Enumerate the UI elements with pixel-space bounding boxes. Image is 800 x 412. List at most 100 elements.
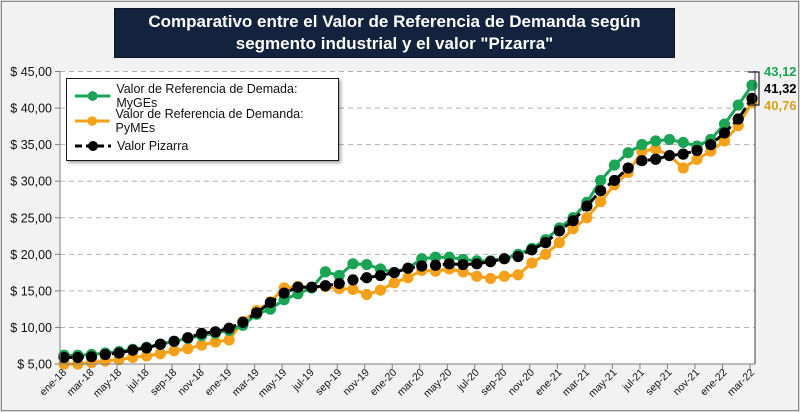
x-tick-label: mar-19 — [230, 367, 262, 399]
data-point — [705, 139, 717, 151]
data-point — [636, 155, 648, 167]
data-point — [581, 212, 593, 224]
data-point — [182, 332, 194, 344]
legend-item-pymes[interactable]: Valor de Referencia de Demanda: PyMEs — [67, 106, 338, 135]
end-label-pizarra: 41,32 — [764, 81, 797, 96]
data-point — [622, 162, 634, 174]
data-point — [237, 316, 249, 328]
data-point — [361, 288, 373, 301]
data-point — [223, 334, 235, 346]
data-point — [457, 258, 469, 271]
y-tick-label: $ 40,00 — [10, 102, 52, 116]
data-point — [595, 196, 607, 208]
data-point — [209, 336, 221, 348]
data-point — [718, 135, 731, 147]
data-point — [581, 200, 593, 212]
x-tick-label: nov-19 — [341, 367, 372, 398]
data-point — [567, 215, 579, 227]
data-point — [484, 272, 497, 285]
data-point — [608, 174, 621, 187]
data-point — [140, 342, 153, 354]
series-2 — [58, 92, 758, 364]
data-point — [209, 326, 221, 338]
data-point — [622, 147, 634, 159]
data-point — [85, 351, 98, 363]
data-point — [526, 244, 538, 256]
data-point — [196, 327, 208, 339]
x-tick-label: sep-20 — [478, 367, 509, 398]
data-point — [347, 283, 359, 296]
x-tick-label: may-19 — [256, 367, 289, 400]
data-point — [691, 153, 703, 165]
x-tick-label: sep-21 — [643, 367, 674, 398]
y-axis-ticks: $ 5,00 $ 10,00 $ 15,00 $ 20,00 $ 25,00 $ 30,0… — [10, 65, 60, 372]
data-point — [650, 135, 662, 147]
x-tick-label: ene-22 — [698, 367, 730, 399]
legend-label-pizarra: Valor Pizarra — [117, 138, 189, 153]
data-point — [306, 281, 318, 293]
data-point — [154, 348, 166, 360]
x-tick-label: ene-21 — [533, 367, 565, 399]
x-tick-label: mar-20 — [395, 367, 427, 399]
x-tick-label: may-20 — [421, 367, 454, 400]
data-point — [567, 223, 579, 235]
data-point — [732, 113, 744, 125]
data-point — [292, 281, 304, 293]
data-point — [608, 159, 621, 171]
legend-label-myges: Valor de Referencia de Demada: MyGEs — [116, 81, 298, 110]
x-tick-label: nov-21 — [671, 367, 702, 398]
data-point — [540, 248, 552, 260]
data-point — [319, 266, 332, 278]
legend-label-pymes: Valor de Referencia de Demanda: PyMEs — [115, 106, 304, 135]
x-tick-label: ene-19 — [203, 367, 235, 399]
data-point — [746, 79, 758, 91]
data-point — [498, 270, 510, 282]
chart-title-text: Comparativo entre el Valor de Referencia… — [148, 12, 641, 53]
data-point — [333, 277, 345, 290]
data-point — [333, 269, 345, 282]
data-point — [154, 338, 166, 350]
data-point — [347, 274, 359, 286]
y-tick-label: $ 25,00 — [10, 211, 52, 225]
legend-item-pizarra[interactable]: Valor Pizarra — [67, 133, 338, 158]
data-point — [168, 345, 180, 357]
legend-swatch-orange-icon — [74, 115, 110, 126]
data-point — [553, 237, 565, 249]
x-tick-label: mar-22 — [725, 367, 757, 399]
x-tick-label: may-21 — [586, 367, 619, 400]
data-point — [677, 136, 689, 149]
data-point — [746, 92, 758, 105]
data-point — [58, 351, 70, 364]
legend-swatch-black-dashed-icon — [75, 140, 111, 151]
data-point — [374, 284, 387, 296]
x-tick-label: sep-19 — [313, 367, 344, 398]
end-value-bracket — [748, 71, 760, 106]
data-point — [168, 335, 180, 347]
data-point — [595, 174, 607, 187]
y-tick-label: $ 10,00 — [10, 321, 52, 335]
x-tick-label: mar-21 — [560, 367, 592, 399]
data-point — [732, 99, 744, 111]
data-point — [278, 287, 290, 299]
bracket-line — [748, 71, 760, 106]
legend-item-myges[interactable]: Valor de Referencia de Demada: MyGEs — [67, 81, 338, 110]
data-point — [650, 153, 662, 165]
data-point — [484, 256, 497, 268]
data-point — [471, 258, 483, 270]
data-point — [650, 143, 662, 155]
data-point — [361, 258, 373, 271]
legend-swatch-green-icon — [74, 90, 111, 101]
data-point — [196, 339, 208, 351]
y-tick-label: $ 20,00 — [10, 248, 52, 262]
data-point — [72, 351, 84, 364]
legend: Valor de Referencia de Demada: MyGEs Val… — [66, 78, 339, 161]
y-tick-label: $ 30,00 — [10, 175, 52, 189]
data-point — [691, 144, 703, 157]
y-tick-label: $ 15,00 — [10, 284, 52, 298]
data-point — [663, 149, 676, 162]
data-point — [471, 270, 483, 282]
data-point — [429, 259, 442, 271]
data-point — [182, 343, 194, 355]
